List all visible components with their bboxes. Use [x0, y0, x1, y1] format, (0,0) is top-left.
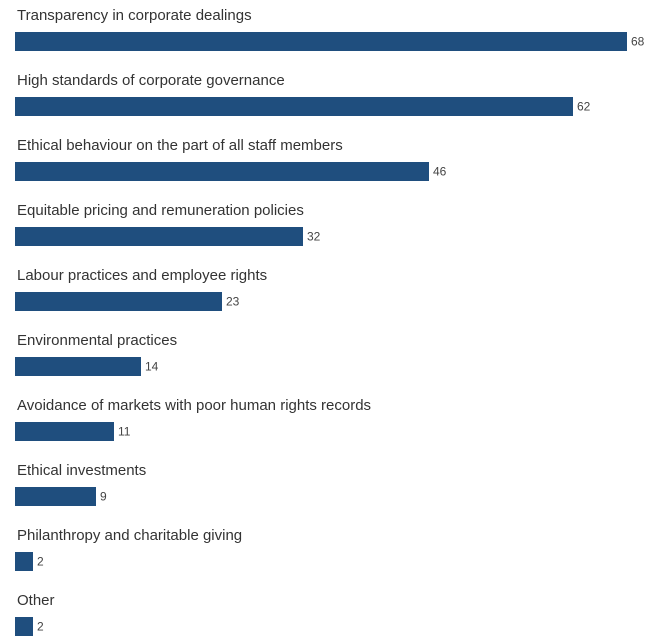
bar [15, 422, 114, 441]
bar [15, 617, 33, 636]
bar [15, 32, 627, 51]
value-label: 62 [577, 100, 591, 114]
bar [15, 357, 141, 376]
value-label: 2 [37, 555, 44, 569]
category-label: Equitable pricing and remuneration polic… [17, 202, 304, 219]
category-label: Transparency in corporate dealings [17, 7, 252, 24]
category-label: Environmental practices [17, 332, 177, 349]
bar [15, 552, 33, 571]
value-label: 23 [226, 295, 240, 309]
category-label: Other [17, 592, 55, 609]
value-label: 32 [307, 230, 321, 244]
category-label: Avoidance of markets with poor human rig… [17, 397, 371, 414]
category-label: Labour practices and employee rights [17, 267, 267, 284]
category-label: Philanthropy and charitable giving [17, 527, 242, 544]
bar [15, 292, 222, 311]
value-label: 11 [118, 425, 131, 439]
value-label: 46 [433, 165, 447, 179]
value-label: 2 [37, 620, 44, 634]
value-label: 9 [100, 490, 107, 504]
category-label: Ethical investments [17, 462, 146, 479]
bar [15, 487, 96, 506]
value-label: 14 [145, 360, 159, 374]
category-label: Ethical behaviour on the part of all sta… [17, 137, 343, 154]
bar [15, 227, 303, 246]
category-label: High standards of corporate governance [17, 72, 285, 89]
bar [15, 97, 573, 116]
bar [15, 162, 429, 181]
value-label: 68 [631, 35, 645, 49]
